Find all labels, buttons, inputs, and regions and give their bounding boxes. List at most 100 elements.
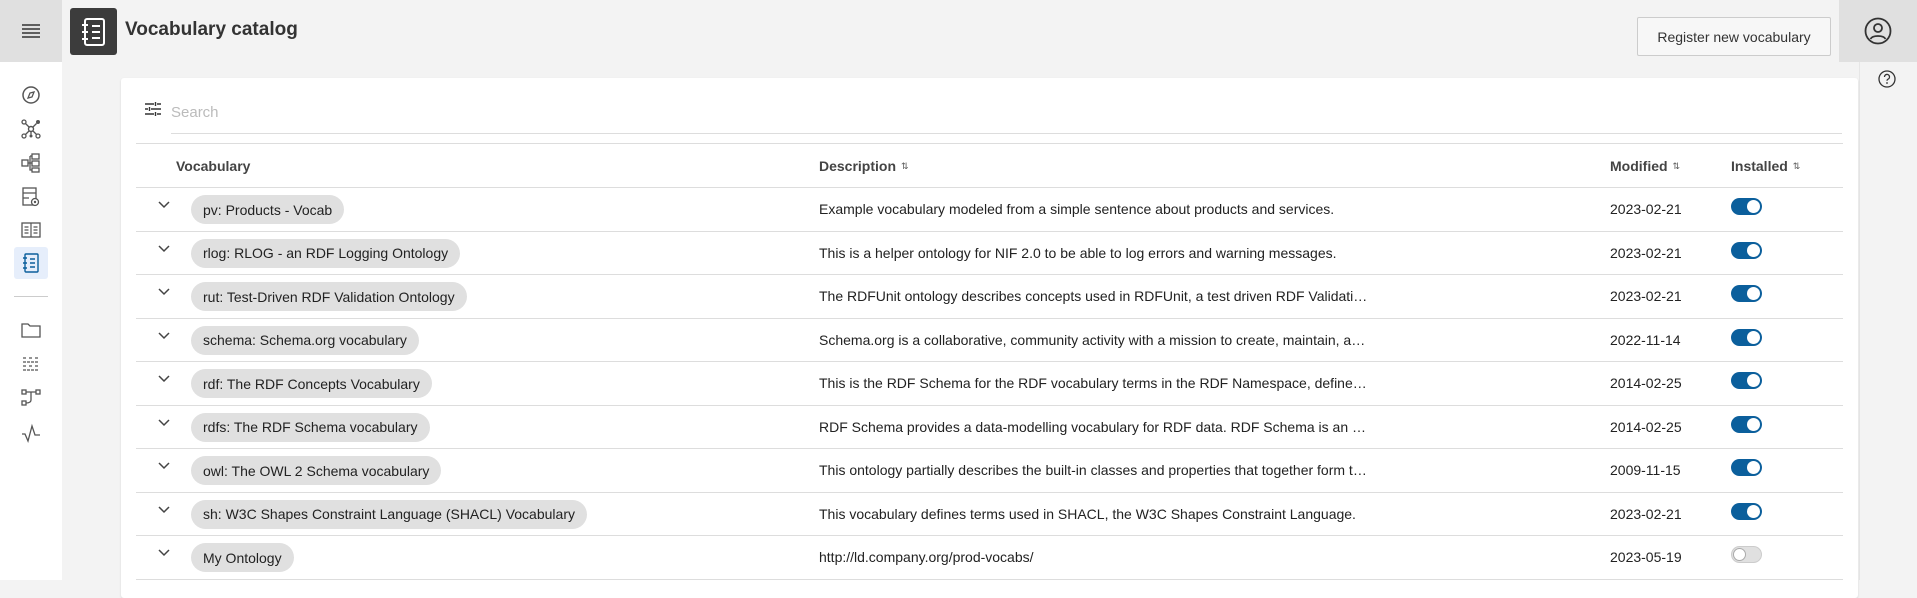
modified-date: 2014-02-25 bbox=[1610, 375, 1682, 391]
register-new-vocabulary-button[interactable]: Register new vocabulary bbox=[1637, 17, 1831, 56]
sidebar-item-graph[interactable] bbox=[14, 113, 48, 145]
chevron-down-icon[interactable] bbox=[158, 375, 170, 383]
table-row: rdf: The RDF Concepts Vocabulary This is … bbox=[136, 362, 1843, 406]
modified-date: 2014-02-25 bbox=[1610, 418, 1682, 435]
table-row: schema: Schema.org vocabulary Schema.org … bbox=[136, 319, 1843, 362]
vocabulary-chip[interactable]: rdfs: The RDF Schema vocabulary bbox=[191, 412, 430, 442]
sidebar-divider bbox=[14, 296, 48, 297]
installed-toggle[interactable] bbox=[1731, 198, 1762, 215]
vocabulary-catalog-logo bbox=[70, 8, 117, 55]
header: Vocabulary catalog Register new vocabula… bbox=[62, 0, 1917, 62]
sidebar-item-list[interactable] bbox=[14, 347, 48, 379]
vocabulary-description: This is the RDF Schema for the RDF vocab… bbox=[819, 375, 1369, 391]
installed-toggle[interactable] bbox=[1731, 546, 1762, 563]
table-row: pv: Products - Vocab Example vocabulary m… bbox=[136, 188, 1843, 232]
table-row: rlog: RLOG - an RDF Logging Ontology This… bbox=[136, 232, 1843, 275]
toggle-knob bbox=[1747, 243, 1760, 257]
vocabulary-description: This is a helper ontology for NIF 2.0 to… bbox=[819, 244, 1337, 261]
list-icon bbox=[23, 357, 39, 371]
vocabulary-chip[interactable]: owl: The OWL 2 Schema vocabulary bbox=[191, 456, 442, 485]
chevron-down-icon[interactable] bbox=[158, 549, 170, 557]
chevron-down-icon[interactable] bbox=[158, 244, 170, 253]
table-row: rut: Test-Driven RDF Validation Ontology… bbox=[136, 275, 1843, 319]
modified-date: 2023-02-21 bbox=[1610, 244, 1682, 261]
table-header: Vocabulary Description ⇅ Modified ⇅ Instal… bbox=[136, 143, 1843, 188]
installed-toggle[interactable] bbox=[1731, 328, 1762, 346]
activity-icon bbox=[22, 423, 40, 443]
table-row: rdfs: The RDF Schema vocabulary RDF Schem… bbox=[136, 406, 1843, 449]
user-icon bbox=[1864, 17, 1892, 45]
sidebar-item-dataset-preview[interactable] bbox=[14, 181, 48, 213]
hamburger-icon bbox=[22, 24, 40, 38]
book-icon bbox=[21, 222, 41, 238]
sidebar-item-workflow[interactable] bbox=[14, 381, 48, 413]
vocabulary-chip[interactable]: rlog: RLOG - an RDF Logging Ontology bbox=[191, 238, 461, 268]
modified-date: 2022-11-14 bbox=[1610, 331, 1681, 348]
sidebar-item-activity[interactable] bbox=[14, 417, 48, 449]
column-label: Modified bbox=[1610, 158, 1668, 174]
installed-toggle[interactable] bbox=[1731, 285, 1762, 302]
sidebar-item-compass[interactable] bbox=[14, 79, 48, 111]
column-label: Installed bbox=[1731, 158, 1788, 174]
sidebar-item-vocabulary[interactable] bbox=[14, 247, 48, 279]
chevron-down-icon[interactable] bbox=[158, 418, 170, 427]
vocabulary-description: This vocabulary defines terms used in SH… bbox=[819, 505, 1356, 522]
toggle-knob bbox=[1747, 200, 1760, 213]
user-menu-button[interactable] bbox=[1839, 0, 1917, 62]
vocabulary-description: http://ld.company.org/prod-vocabs/ bbox=[819, 549, 1034, 565]
chevron-down-icon[interactable] bbox=[158, 288, 170, 296]
search-input[interactable] bbox=[171, 92, 1842, 134]
sidebar-item-folder[interactable] bbox=[14, 314, 48, 346]
chevron-down-icon[interactable] bbox=[158, 201, 170, 209]
column-header-installed[interactable]: Installed ⇅ bbox=[1731, 158, 1800, 174]
toggle-knob bbox=[1733, 548, 1746, 561]
table-row: sh: W3C Shapes Constraint Language (SHAC… bbox=[136, 493, 1843, 536]
vocabulary-description: This ontology partially describes the bu… bbox=[819, 462, 1369, 478]
sort-icon[interactable]: ⇅ bbox=[1672, 160, 1681, 171]
toggle-knob bbox=[1747, 287, 1760, 300]
column-header-modified[interactable]: Modified ⇅ bbox=[1610, 158, 1680, 174]
installed-toggle[interactable] bbox=[1731, 502, 1762, 520]
column-label: Vocabulary bbox=[176, 158, 251, 174]
vocabulary-description: RDF Schema provides a data-modelling voc… bbox=[819, 418, 1369, 435]
filter-icon[interactable] bbox=[145, 102, 161, 116]
vocabulary-chip[interactable]: My Ontology bbox=[191, 543, 294, 572]
modified-date: 2023-02-21 bbox=[1610, 201, 1682, 217]
toggle-knob bbox=[1747, 374, 1760, 387]
sidebar-item-book[interactable] bbox=[14, 214, 48, 246]
installed-toggle[interactable] bbox=[1731, 415, 1762, 433]
installed-toggle[interactable] bbox=[1731, 459, 1762, 476]
installed-toggle[interactable] bbox=[1731, 372, 1762, 389]
table-row: owl: The OWL 2 Schema vocabulary This ont… bbox=[136, 449, 1843, 493]
hierarchy-icon bbox=[21, 153, 40, 173]
vocabulary-chip[interactable]: rdf: The RDF Concepts Vocabulary bbox=[191, 369, 432, 398]
vocabulary-description: Schema.org is a collaborative, community… bbox=[819, 331, 1369, 348]
sort-icon[interactable]: ⇅ bbox=[901, 160, 909, 171]
vocabulary-chip[interactable]: schema: Schema.org vocabulary bbox=[191, 325, 419, 355]
menu-button[interactable] bbox=[0, 0, 62, 62]
vocabulary-catalog-card: Vocabulary Description ⇅ Modified ⇅ Instal… bbox=[121, 78, 1858, 598]
modified-date: 2023-05-19 bbox=[1610, 549, 1682, 565]
vocabulary-chip[interactable]: pv: Products - Vocab bbox=[191, 195, 345, 224]
vocabulary-chip[interactable]: sh: W3C Shapes Constraint Language (SHAC… bbox=[191, 499, 587, 529]
modified-date: 2023-02-21 bbox=[1610, 288, 1682, 304]
chevron-down-icon[interactable] bbox=[158, 462, 170, 470]
vocabulary-description: Example vocabulary modeled from a simple… bbox=[819, 201, 1335, 217]
vocabulary-chip[interactable]: rut: Test-Driven RDF Validation Ontology bbox=[191, 282, 467, 311]
column-header-description[interactable]: Description ⇅ bbox=[819, 158, 909, 174]
vocabulary-icon bbox=[23, 253, 39, 273]
chevron-down-icon[interactable] bbox=[158, 331, 170, 340]
workflow-icon bbox=[21, 389, 41, 406]
chevron-down-icon[interactable] bbox=[158, 505, 170, 514]
sidebar-item-hierarchy[interactable] bbox=[14, 147, 48, 179]
help-icon[interactable] bbox=[1878, 70, 1896, 88]
sort-icon[interactable]: ⇅ bbox=[1792, 160, 1801, 171]
right-panel bbox=[1859, 62, 1917, 580]
toggle-knob bbox=[1747, 461, 1760, 474]
folder-icon bbox=[21, 323, 41, 338]
compass-icon bbox=[22, 86, 40, 104]
toggle-knob bbox=[1747, 504, 1760, 518]
column-header-vocabulary: Vocabulary bbox=[176, 158, 250, 174]
installed-toggle[interactable] bbox=[1731, 241, 1762, 259]
toggle-knob bbox=[1747, 417, 1760, 431]
